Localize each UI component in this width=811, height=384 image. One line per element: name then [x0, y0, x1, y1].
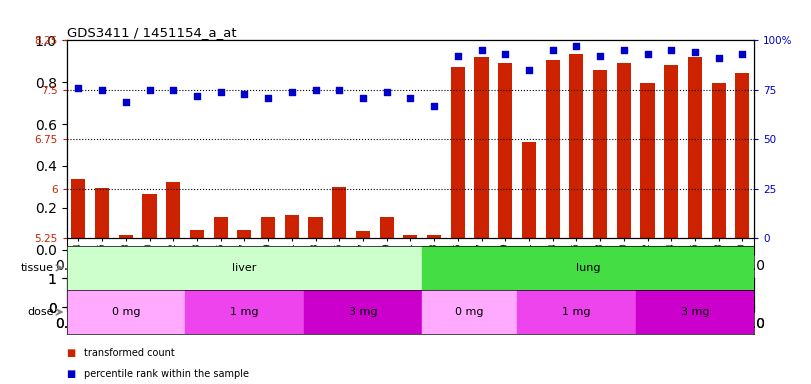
Point [641, 51, 654, 57]
Bar [569, 53, 583, 238]
Bar [736, 73, 749, 238]
Point [191, 93, 204, 99]
Bar [474, 57, 488, 238]
Point [72, 85, 85, 91]
Text: 3 mg: 3 mg [680, 307, 709, 317]
Text: 0 mg: 0 mg [112, 307, 140, 317]
Bar [423, 246, 754, 290]
Point [617, 47, 630, 53]
Point [380, 89, 393, 95]
Text: ■: ■ [67, 348, 75, 358]
Bar [95, 188, 109, 238]
Bar [664, 65, 678, 238]
Bar [641, 83, 654, 238]
Point [262, 94, 275, 101]
Bar [185, 290, 303, 334]
Point [475, 47, 488, 53]
Point [712, 55, 725, 61]
Bar [238, 230, 251, 238]
Point [451, 53, 464, 59]
Text: 1 mg: 1 mg [562, 307, 590, 317]
Bar [71, 179, 85, 238]
Bar [521, 142, 536, 238]
Point [309, 87, 322, 93]
Bar [67, 290, 185, 334]
Point [499, 51, 512, 57]
Bar [616, 63, 631, 238]
Point [214, 89, 227, 95]
Point [167, 87, 180, 93]
Bar [333, 187, 346, 238]
Bar [451, 67, 465, 238]
Bar [190, 230, 204, 238]
Bar [403, 235, 418, 238]
Bar [423, 290, 517, 334]
Bar [498, 63, 513, 238]
Text: 1 mg: 1 mg [230, 307, 259, 317]
Text: tissue: tissue [21, 263, 54, 273]
Bar [593, 70, 607, 238]
Point [665, 47, 678, 53]
Bar [261, 217, 275, 238]
Bar [546, 60, 560, 238]
Bar [711, 83, 726, 238]
Bar [688, 57, 702, 238]
Text: lung: lung [576, 263, 600, 273]
Bar [427, 235, 441, 238]
Text: percentile rank within the sample: percentile rank within the sample [84, 369, 249, 379]
Point [285, 89, 298, 95]
Point [119, 99, 132, 105]
Text: ■: ■ [67, 369, 75, 379]
Bar [308, 217, 323, 238]
Text: 0 mg: 0 mg [456, 307, 484, 317]
Bar [285, 215, 299, 238]
Point [404, 94, 417, 101]
Point [143, 87, 156, 93]
Bar [213, 217, 228, 238]
Text: 3 mg: 3 mg [349, 307, 377, 317]
Bar [356, 232, 370, 238]
Text: dose: dose [28, 307, 54, 317]
Bar [636, 290, 754, 334]
Point [427, 103, 440, 109]
Point [357, 94, 370, 101]
Point [594, 53, 607, 59]
Text: liver: liver [232, 263, 256, 273]
Point [522, 67, 535, 73]
Bar [380, 217, 394, 238]
Bar [67, 246, 423, 290]
Bar [517, 290, 636, 334]
Bar [118, 235, 133, 238]
Text: transformed count: transformed count [84, 348, 175, 358]
Bar [166, 182, 180, 238]
Bar [303, 290, 423, 334]
Point [333, 87, 345, 93]
Point [736, 51, 749, 57]
Bar [143, 194, 157, 238]
Point [238, 91, 251, 97]
Point [546, 47, 559, 53]
Point [96, 87, 109, 93]
Point [570, 43, 583, 49]
Point [689, 49, 702, 55]
Text: GDS3411 / 1451154_a_at: GDS3411 / 1451154_a_at [67, 26, 236, 39]
